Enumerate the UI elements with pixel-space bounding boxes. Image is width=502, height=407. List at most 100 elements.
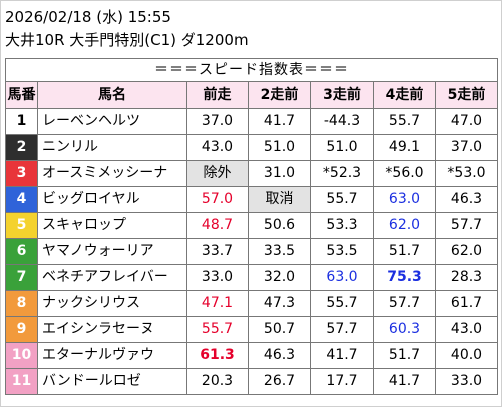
speed-index-cell: 51.0 [248, 134, 311, 161]
column-header-5th: 5走前 [435, 81, 498, 109]
race-info: 大井10R 大手門特別(C1) ダ1200m [5, 31, 249, 49]
speed-index-cell: 53.5 [310, 238, 374, 265]
speed-index-cell: 62.0 [373, 212, 436, 239]
race-datetime: 2026/02/18 (水) 15:55 [5, 8, 171, 26]
table-row: 2 ニンリル 43.0 51.0 51.0 49.1 37.0 [5, 134, 498, 161]
speed-index-cell: 62.0 [435, 238, 498, 265]
speed-index-cell: 46.3 [435, 186, 498, 213]
horse-name: レーベンヘルツ [37, 108, 187, 135]
column-header-last: 前走 [186, 81, 249, 109]
speed-index-cell: 31.0 [248, 160, 311, 187]
horse-name: エターナルヴァウ [37, 342, 187, 369]
horse-name: ニンリル [37, 134, 187, 161]
speed-index-cell: 57.0 [186, 186, 249, 213]
speed-index-cell: 17.7 [310, 368, 374, 395]
speed-index-cell: 32.0 [248, 264, 311, 291]
horse-name: ヤマノウォーリア [37, 238, 187, 265]
speed-index-cell: 33.0 [435, 368, 498, 395]
speed-index-cell: 53.3 [310, 212, 374, 239]
speed-index-cell: *53.0 [435, 160, 498, 187]
speed-index-cell: 47.3 [248, 290, 311, 317]
speed-index-cell: 55.7 [310, 290, 374, 317]
speed-index-cell: 41.7 [373, 368, 436, 395]
horse-name: バンドールロゼ [37, 368, 187, 395]
speed-index-cell: 46.3 [248, 342, 311, 369]
speed-index-cell: 28.3 [435, 264, 498, 291]
column-header-4th: 4走前 [373, 81, 436, 109]
speed-index-cell: 33.7 [186, 238, 249, 265]
speed-index-cell: 57.7 [373, 290, 436, 317]
horse-number: 6 [5, 238, 38, 265]
horse-number: 3 [5, 160, 38, 187]
speed-index-cell: 55.7 [310, 186, 374, 213]
column-header-name: 馬名 [37, 81, 187, 109]
speed-index-cell: 41.7 [310, 342, 374, 369]
speed-index-cell: 48.7 [186, 212, 249, 239]
speed-index-cell: 51.7 [373, 238, 436, 265]
speed-index-cell: 55.7 [373, 108, 436, 135]
horse-number: 5 [5, 212, 38, 239]
speed-index-cell: 43.0 [186, 134, 249, 161]
speed-index-cell: 63.0 [310, 264, 374, 291]
speed-index-cell: 取消 [248, 186, 311, 213]
table-row: 1 レーベンヘルツ 37.0 41.7 -44.3 55.7 47.0 [5, 108, 498, 135]
speed-index-cell: 63.0 [373, 186, 436, 213]
horse-number: 2 [5, 134, 38, 161]
speed-index-cell: 61.7 [435, 290, 498, 317]
speed-index-cell: 41.7 [248, 108, 311, 135]
speed-index-cell: 37.0 [435, 134, 498, 161]
horse-number: 11 [5, 368, 38, 395]
speed-index-cell: 47.1 [186, 290, 249, 317]
speed-index-cell: 49.1 [373, 134, 436, 161]
speed-index-cell: 43.0 [435, 316, 498, 343]
horse-number: 1 [5, 108, 38, 135]
horse-name: ビッグロイヤル [37, 186, 187, 213]
speed-index-cell: 20.3 [186, 368, 249, 395]
table-title-row: ＝＝＝スピード指数表＝＝＝ [5, 58, 498, 82]
speed-index-cell: 47.0 [435, 108, 498, 135]
speed-index-cell: -44.3 [310, 108, 374, 135]
speed-index-cell: 51.0 [310, 134, 374, 161]
horse-number: 4 [5, 186, 38, 213]
speed-index-cell: 除外 [186, 160, 249, 187]
speed-index-cell: 75.3 [373, 264, 436, 291]
speed-index-cell: 50.7 [248, 316, 311, 343]
horse-name: スキャロップ [37, 212, 187, 239]
horse-number: 9 [5, 316, 38, 343]
table-row: 8 ナックシリウス 47.1 47.3 55.7 57.7 61.7 [5, 290, 498, 317]
speed-index-cell: 61.3 [186, 342, 249, 369]
speed-index-cell: 26.7 [248, 368, 311, 395]
table-row: 9 エイシンラセーヌ 55.7 50.7 57.7 60.3 43.0 [5, 316, 498, 343]
speed-index-cell: 40.0 [435, 342, 498, 369]
speed-index-table: ＝＝＝スピード指数表＝＝＝ 馬番 馬名 前走 2走前 3走前 4走前 5走前 1… [5, 58, 498, 395]
horse-name: ベネチアフレイバー [37, 264, 187, 291]
speed-index-cell: 57.7 [310, 316, 374, 343]
speed-index-cell: 55.7 [186, 316, 249, 343]
table-row: 3 オースミメッシーナ 除外 31.0 *52.3 *56.0 *53.0 [5, 160, 498, 187]
speed-index-cell: 37.0 [186, 108, 249, 135]
horse-number: 10 [5, 342, 38, 369]
speed-index-cell: 60.3 [373, 316, 436, 343]
table-row: 5 スキャロップ 48.7 50.6 53.3 62.0 57.7 [5, 212, 498, 239]
table-row: 6 ヤマノウォーリア 33.7 33.5 53.5 51.7 62.0 [5, 238, 498, 265]
horse-number: 8 [5, 290, 38, 317]
column-header-3rd: 3走前 [310, 81, 374, 109]
speed-index-cell: 51.7 [373, 342, 436, 369]
table-row: 10 エターナルヴァウ 61.3 46.3 41.7 51.7 40.0 [5, 342, 498, 369]
horse-name: オースミメッシーナ [37, 160, 187, 187]
table-row: 11 バンドールロゼ 20.3 26.7 17.7 41.7 33.0 [5, 368, 498, 395]
table-header-row: 馬番 馬名 前走 2走前 3走前 4走前 5走前 [5, 81, 498, 109]
horse-name: ナックシリウス [37, 290, 187, 317]
table-row: 4 ビッグロイヤル 57.0 取消 55.7 63.0 46.3 [5, 186, 498, 213]
horse-name: エイシンラセーヌ [37, 316, 187, 343]
column-header-number: 馬番 [5, 81, 38, 109]
table-row: 7 ベネチアフレイバー 33.0 32.0 63.0 75.3 28.3 [5, 264, 498, 291]
speed-index-cell: 57.7 [435, 212, 498, 239]
speed-index-cell: *56.0 [373, 160, 436, 187]
table-title: ＝＝＝スピード指数表＝＝＝ [5, 58, 498, 82]
speed-index-cell: 33.5 [248, 238, 311, 265]
speed-index-cell: *52.3 [310, 160, 374, 187]
column-header-2nd: 2走前 [248, 81, 311, 109]
speed-index-cell: 33.0 [186, 264, 249, 291]
